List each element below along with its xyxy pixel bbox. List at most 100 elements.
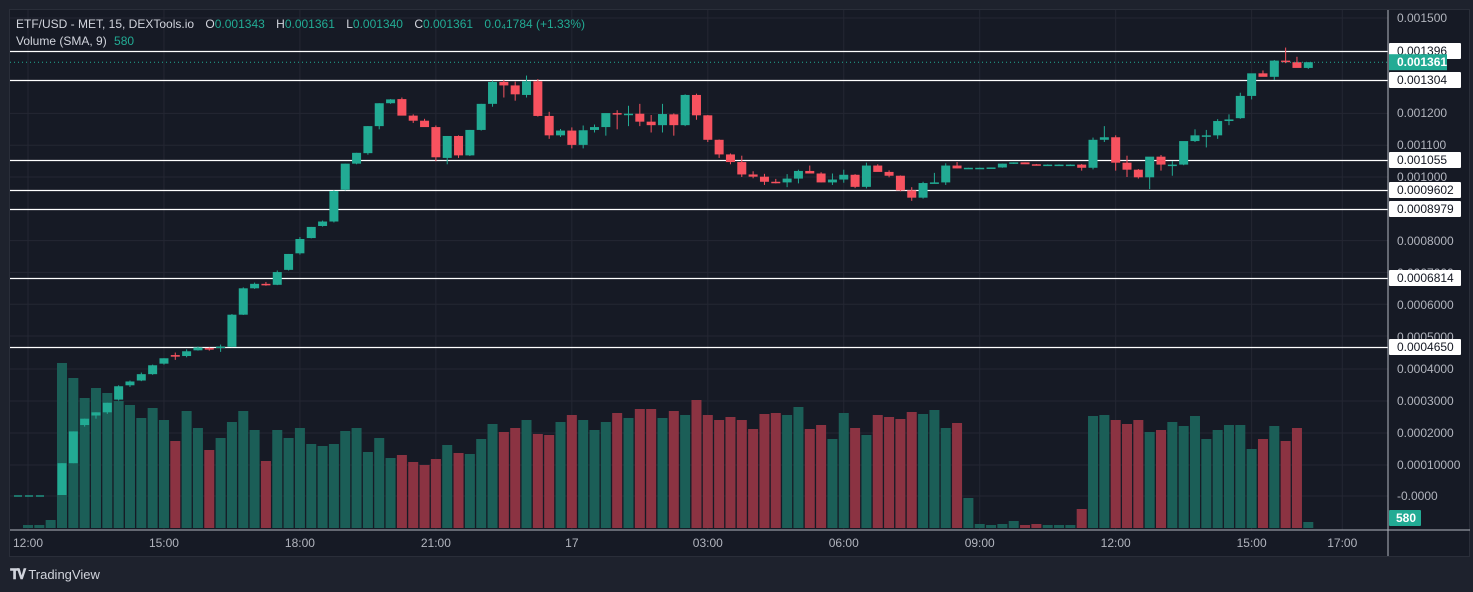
volume-bar [215, 438, 226, 528]
volume-bar [918, 414, 929, 528]
candle-down [691, 94, 701, 116]
volume-bar [872, 415, 883, 528]
candle-down [1292, 62, 1302, 68]
volume-bar [668, 411, 679, 528]
volume-bar [589, 430, 600, 528]
volume-bar [442, 445, 453, 528]
price-tick: 0.001200 [1397, 106, 1447, 120]
candle-up [329, 190, 339, 222]
candle-down [873, 165, 883, 172]
candle-up [1247, 73, 1257, 96]
candle-up [839, 174, 849, 180]
volume-bar [657, 418, 668, 528]
volume-bar [1099, 415, 1110, 528]
candle-up [284, 253, 294, 270]
price-tick: 0.0004000 [1397, 362, 1454, 376]
candle-down [635, 113, 645, 122]
volume-bar [714, 420, 725, 528]
volume-bar [566, 415, 577, 528]
candle-up [363, 126, 373, 154]
candle-up [963, 167, 973, 170]
price-tick: 0.001500 [1397, 11, 1447, 25]
volume-bar [90, 388, 101, 528]
time-tick: 12:00 [1101, 536, 1131, 550]
volume-bar [612, 413, 623, 528]
candle-up [793, 170, 803, 179]
candle-up [80, 418, 90, 426]
candle-down [454, 135, 464, 156]
candle-down [748, 174, 758, 177]
hline-price-label [1389, 339, 1461, 355]
time-axis[interactable]: 12:00 15:00 18:00 21:00 17 03:00 06:00 09:00 12:… [13, 536, 1358, 550]
candle-up [918, 183, 928, 198]
candle-up [136, 374, 146, 381]
time-tick: 09:00 [965, 536, 995, 550]
high-value: 0.001361 [284, 17, 335, 31]
volume-bar [136, 418, 147, 528]
candle-up [182, 351, 192, 357]
svg-text:0.0008979: 0.0008979 [1397, 202, 1454, 216]
candle-up [623, 113, 633, 116]
volume-bar [1031, 524, 1042, 528]
change-value: 0.0₄1784 (+1.33%) [484, 17, 586, 31]
volume-bar [600, 422, 611, 528]
candle-down [884, 171, 894, 176]
volume-bar [1303, 522, 1314, 528]
volume-bar [929, 410, 940, 528]
time-tick: 15:00 [1237, 536, 1267, 550]
volume-bar [702, 415, 713, 528]
candle-down [952, 165, 962, 169]
volume-bar [544, 435, 555, 528]
volume-bar [498, 432, 509, 528]
hline-price-label [1389, 72, 1461, 88]
volume-bar [974, 524, 985, 528]
svg-text:0.0009602: 0.0009602 [1397, 183, 1454, 197]
tradingview-attribution[interactable]: 𝐓𝐕 TradingView [10, 566, 100, 583]
candle-up [680, 94, 690, 126]
volume-bar [634, 409, 645, 528]
volume-bar [430, 459, 441, 528]
volume-bar [997, 524, 1008, 528]
volume-bar [396, 455, 407, 528]
candle-down [1258, 73, 1268, 77]
candle-down [759, 176, 769, 182]
candle-up [1145, 156, 1155, 178]
volume-bar [736, 420, 747, 528]
symbol-title[interactable]: ETF/USD - MET, 15, DEXTools.io [16, 17, 195, 31]
candle-up [193, 347, 203, 351]
candle-down [850, 174, 860, 187]
candle-down [725, 154, 735, 163]
time-tick: 17 [565, 536, 579, 550]
volume-bar [827, 439, 838, 528]
candle-up [1179, 141, 1189, 165]
volume-bar [759, 414, 770, 528]
svg-text:580: 580 [1396, 511, 1416, 525]
time-tick: 12:00 [13, 536, 43, 550]
candle-up [1065, 164, 1075, 167]
price-axis[interactable]: 0.001500 0.001200 0.001100 0.001000 0.000800… [1389, 11, 1461, 526]
chart-legend: ETF/USD - MET, 15, DEXTools.io O0.001343… [16, 16, 585, 50]
hline-price-label [1389, 201, 1461, 217]
candle-up [522, 81, 532, 95]
volume-bar [1144, 432, 1155, 528]
candle-up [1201, 135, 1211, 137]
volume-bar [124, 405, 135, 528]
candle-up [386, 99, 396, 104]
candle-down [408, 115, 418, 121]
candle-down [544, 115, 554, 136]
tradingview-brand: TradingView [28, 567, 100, 582]
volume-indicator-label[interactable]: Volume (SMA, 9) [16, 34, 107, 48]
candle-down [737, 162, 747, 175]
volume-bar [328, 444, 339, 528]
candle-up [601, 113, 611, 128]
candle-up [657, 114, 667, 126]
horizontal-lines[interactable] [10, 50, 1388, 349]
candles [57, 47, 1313, 495]
volume-bar [1235, 425, 1246, 528]
svg-text:0.0006814: 0.0006814 [1397, 271, 1454, 285]
candle-down [703, 115, 713, 140]
price-tick: -0.0000 [1397, 489, 1438, 503]
volume-bar [351, 428, 362, 528]
candle-up [91, 412, 101, 416]
